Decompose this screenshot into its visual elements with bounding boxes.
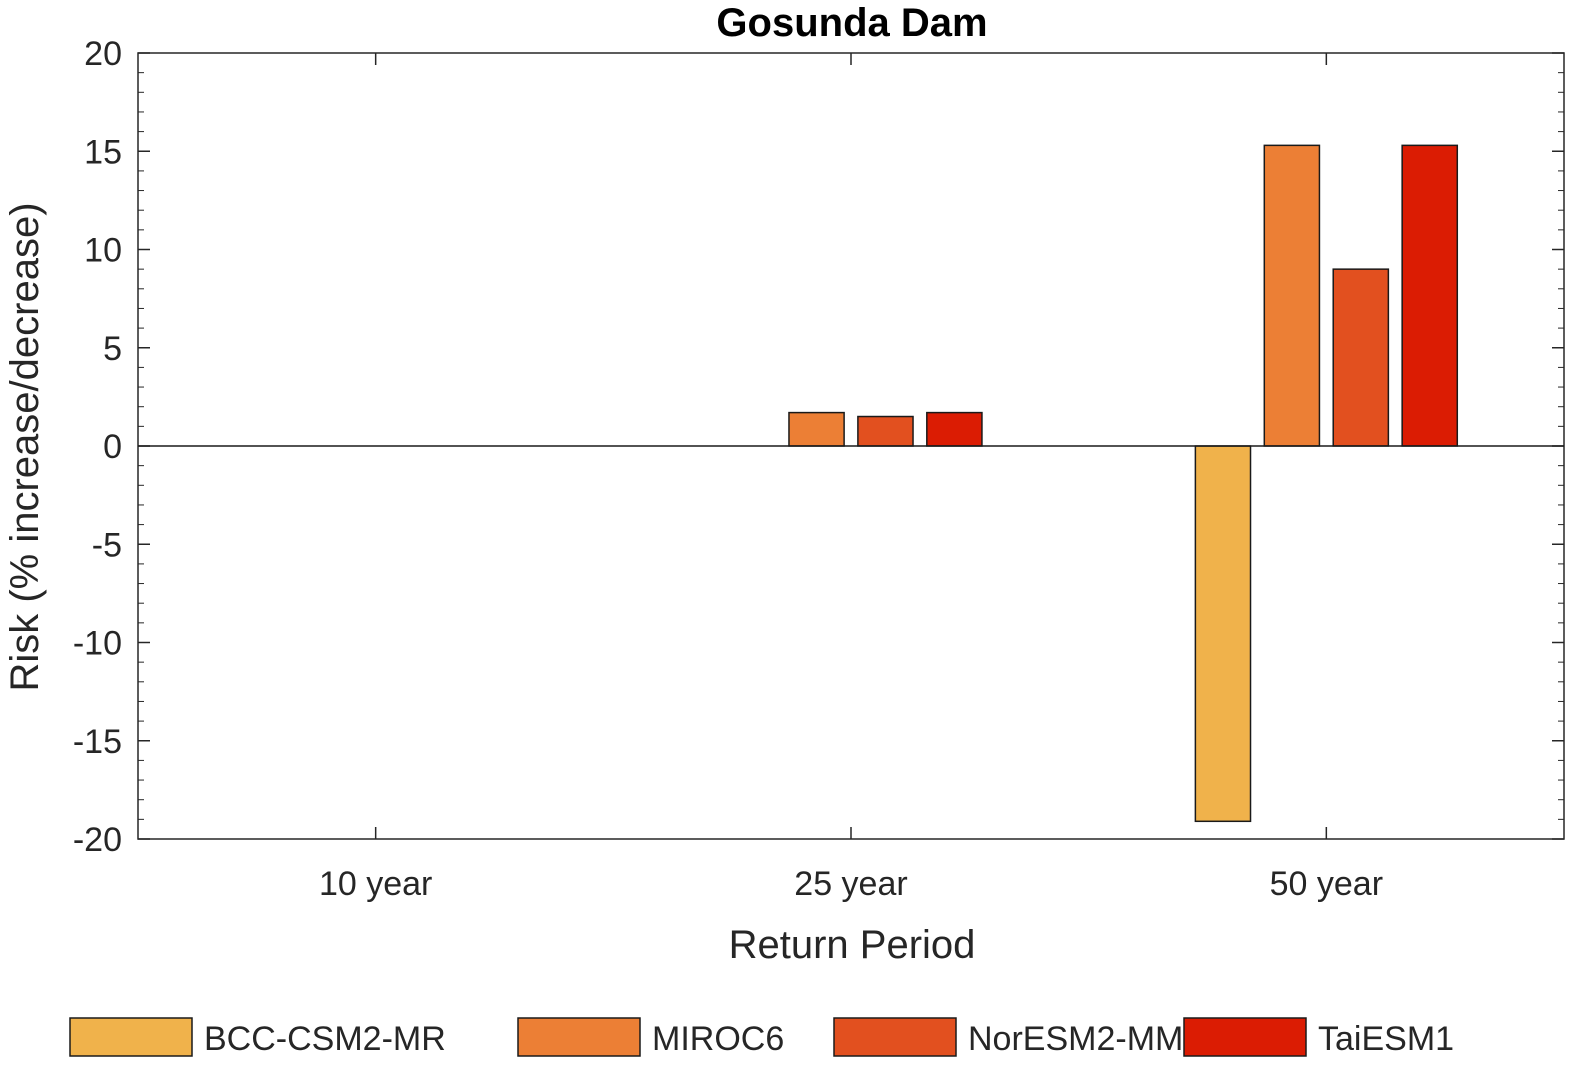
legend: BCC-CSM2-MR MIROC6 NorESM2-MM TaiESM1	[69, 1017, 1454, 1058]
x-tick-label: 25 year	[794, 865, 907, 903]
bar-noresm2-mm-50-year	[1332, 268, 1390, 447]
plot-area: -20 -15 -10 -5 0 5 10 15 20 10 year 25 year 50 year	[73, 35, 1565, 903]
y-tick-label: -15	[73, 723, 122, 761]
legend-label: TaiESM1	[1318, 1020, 1454, 1058]
bar-taiesm1-25-year	[926, 411, 983, 447]
bar-miroc6-25-year	[788, 411, 845, 447]
legend-label: MIROC6	[652, 1020, 784, 1058]
x-tick-label: 10 year	[319, 865, 432, 903]
bar-taiesm1-50-year	[1401, 144, 1459, 447]
x-tick-label: 50 year	[1270, 865, 1383, 903]
y-tick-label: 20	[84, 35, 122, 73]
legend-swatch	[1183, 1017, 1307, 1057]
bar-noresm2-mm-25-year	[857, 415, 914, 447]
y-tick-label: 0	[103, 428, 122, 466]
y-tick-label: 10	[84, 232, 122, 270]
x-axis-label: Return Period	[729, 923, 976, 967]
chart-title: Gosunda Dam	[716, 1, 987, 45]
y-tick-label: -10	[73, 625, 122, 663]
y-tick-label: -20	[73, 821, 122, 859]
bar-bcc-csm2-mr-50-year	[1194, 445, 1252, 823]
legend-swatch	[833, 1017, 957, 1057]
y-tick-label: -5	[92, 526, 122, 564]
y-tick-label: 5	[103, 330, 122, 368]
y-axis-label: Risk (% increase/decrease)	[3, 202, 47, 691]
y-tick-label: 15	[84, 133, 122, 171]
legend-label: NorESM2-MM	[968, 1020, 1183, 1058]
legend-swatch	[517, 1017, 641, 1057]
legend-label: BCC-CSM2-MR	[204, 1020, 446, 1058]
bar-miroc6-50-year	[1263, 144, 1321, 447]
legend-swatch	[69, 1017, 193, 1057]
